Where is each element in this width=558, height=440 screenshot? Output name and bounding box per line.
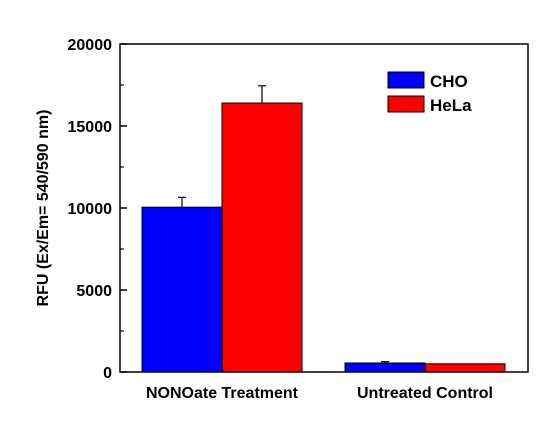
y-tick-label: 0: [103, 365, 112, 382]
x-axis: NONOate Treatment Untreated Control: [146, 366, 493, 402]
legend-swatch-cho: [387, 71, 425, 89]
bars-layer: [141, 102, 506, 373]
legend-swatch-hela: [387, 95, 425, 113]
bar-cho-0: [141, 206, 223, 373]
y-tick-label: 20000: [68, 37, 113, 54]
y-tick-label: 10000: [68, 201, 113, 218]
y-axis: 0 5000 10000 15000 20000: [68, 37, 127, 382]
bar-hela-0: [221, 102, 303, 373]
legend-label-hela: HeLa: [430, 96, 472, 115]
error-bars-layer: [178, 85, 389, 363]
y-tick-label: 15000: [68, 119, 113, 136]
bar-hela-1: [424, 363, 506, 373]
x-category-label: Untreated Control: [357, 385, 493, 402]
bar-cho-1: [344, 362, 426, 373]
x-category-label: NONOate Treatment: [146, 385, 299, 402]
legend: CHO HeLa: [387, 71, 472, 115]
legend-label-cho: CHO: [430, 72, 468, 91]
y-axis-title: RFU (Ex/Em= 540/590 nm): [35, 110, 52, 307]
y-tick-label: 5000: [76, 283, 112, 300]
